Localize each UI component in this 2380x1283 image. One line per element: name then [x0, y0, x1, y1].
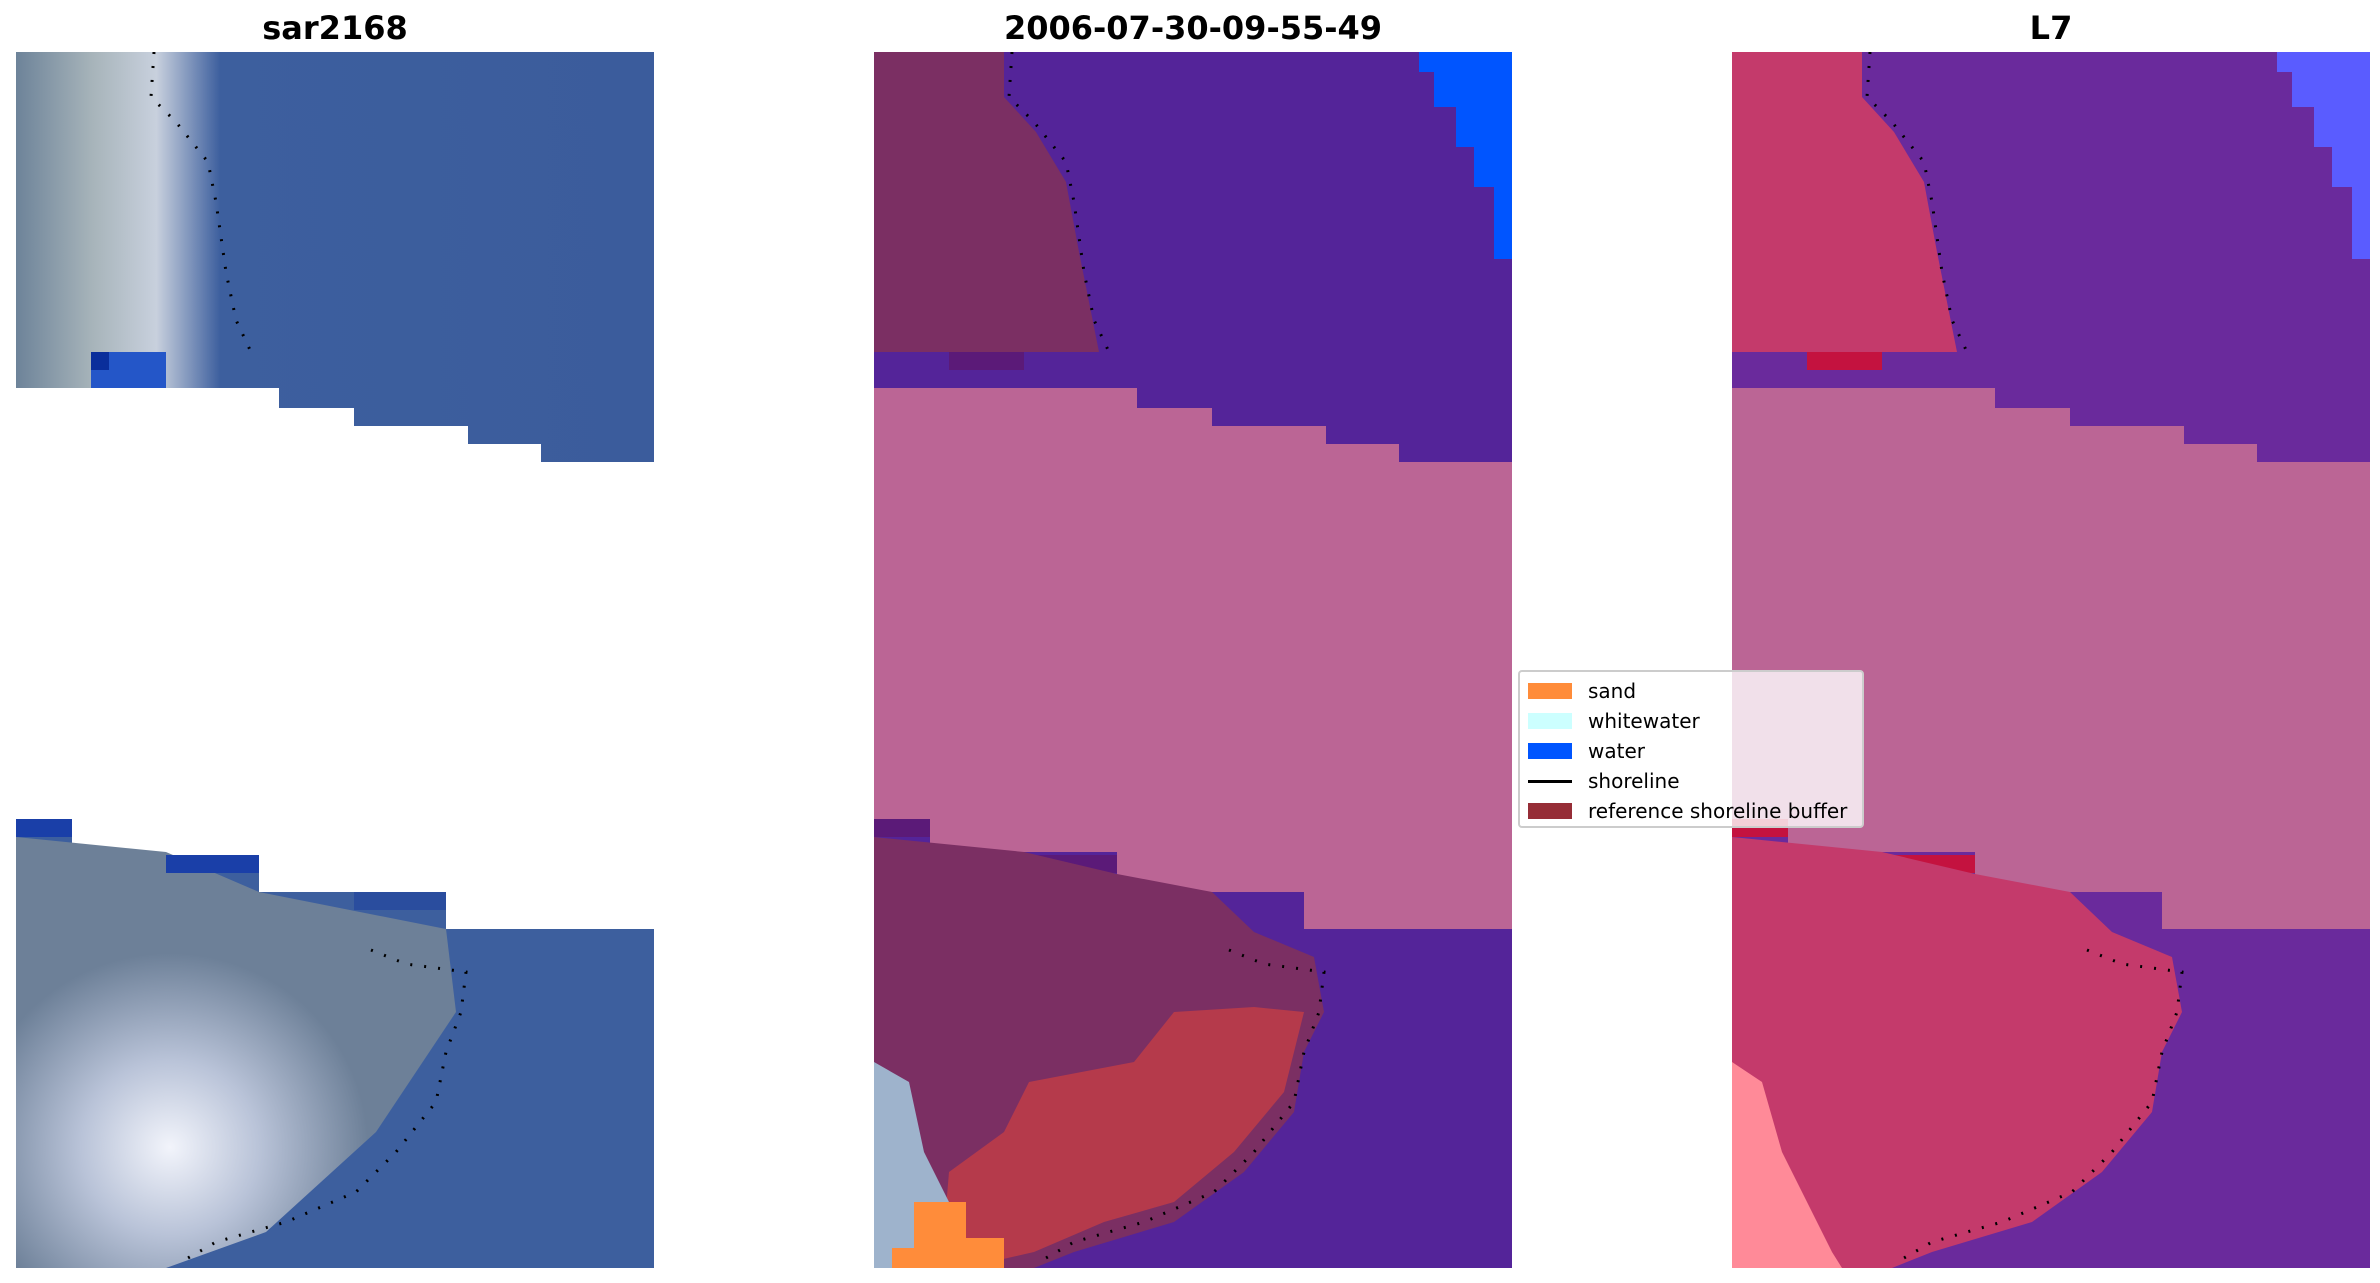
legend-swatch-reference-buffer: [1528, 803, 1572, 819]
legend-item-sand: sand: [1528, 676, 1862, 706]
legend-swatch-water: [1528, 743, 1572, 759]
legend-label-sand: sand: [1588, 679, 1637, 703]
legend-item-whitewater: whitewater: [1528, 706, 1862, 736]
index-panel: [1732, 52, 2370, 1268]
index-image: [1732, 52, 2370, 1268]
classification-panel: [874, 52, 1512, 1268]
rgb-image: [16, 52, 654, 1268]
panel-title-index: L7: [2029, 9, 2073, 47]
legend-swatch-whitewater: [1528, 713, 1572, 729]
legend-label-reference-buffer: reference shoreline buffer: [1588, 799, 1848, 823]
legend: sand whitewater water shoreline referenc…: [1518, 670, 1864, 828]
legend-item-shoreline: shoreline: [1528, 766, 1862, 796]
legend-item-water: water: [1528, 736, 1862, 766]
panel-title-classification: 2006-07-30-09-55-49: [1003, 9, 1383, 47]
panel-title-rgb: sar2168: [262, 9, 408, 47]
legend-item-reference-buffer: reference shoreline buffer: [1528, 796, 1862, 826]
rgb-image-panel: [16, 52, 654, 1268]
legend-label-water: water: [1588, 739, 1645, 763]
legend-label-shoreline: shoreline: [1588, 769, 1680, 793]
legend-swatch-sand: [1528, 683, 1572, 699]
legend-label-whitewater: whitewater: [1588, 709, 1700, 733]
legend-line-shoreline: [1528, 779, 1572, 783]
classification-image: [874, 52, 1512, 1268]
